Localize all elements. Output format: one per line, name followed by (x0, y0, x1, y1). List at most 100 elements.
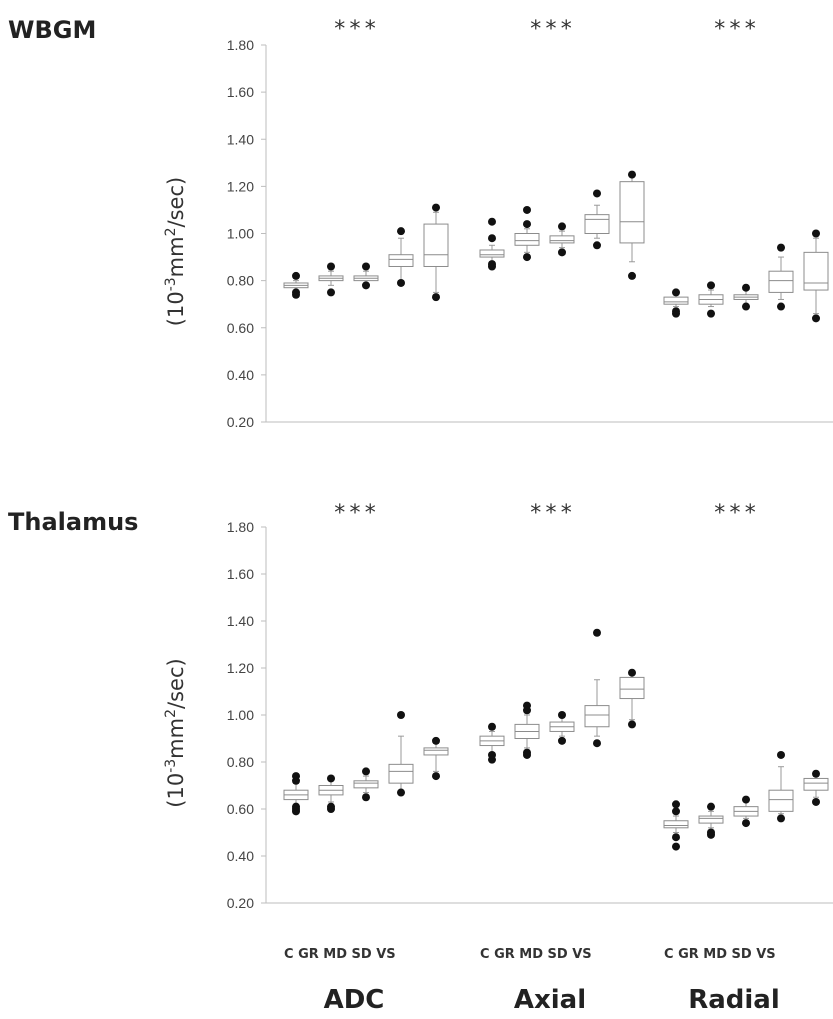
box-Axial-MD (549, 222, 575, 257)
box-ADC-SD (388, 227, 414, 287)
box-ADC-SD (388, 711, 414, 797)
outlier-point (523, 253, 531, 262)
outlier-point (558, 711, 566, 719)
chart-panel-1: Thalamus 0.20 0.40 0.60 0.80 1.00 1.20 1.40 1.60… (8, 501, 833, 1015)
outlier-point (523, 748, 531, 757)
outlier-point (593, 628, 601, 637)
outlier-point (672, 842, 680, 851)
outlier-point (488, 750, 496, 759)
outlier-point (362, 767, 370, 776)
outlier-point (707, 281, 715, 290)
significance-marker: *** (333, 501, 379, 526)
box-Radial-VS (803, 229, 829, 323)
box-body (549, 235, 575, 244)
outlier-point (292, 288, 300, 297)
y-tick-label: 1.80 (227, 37, 254, 53)
y-axis-label: (10-3mm2/sec) (163, 658, 188, 807)
y-tick-label: 1.20 (227, 178, 254, 194)
outlier-point (672, 288, 680, 297)
outlier-point (488, 260, 496, 269)
outlier-point (523, 220, 531, 229)
outlier-point (628, 720, 636, 729)
box-body (388, 254, 414, 267)
box-Radial-C (663, 800, 689, 851)
box-body (619, 676, 645, 700)
box-ADC-MD (353, 262, 379, 290)
outlier-point (812, 797, 820, 806)
outlier-point (672, 307, 680, 316)
significance-marker: *** (529, 17, 575, 42)
y-tick-label: 0.20 (227, 895, 254, 911)
outlier-point (362, 793, 370, 802)
outlier-point (292, 271, 300, 280)
outlier-point (812, 229, 820, 238)
y-tick-label: 1.40 (227, 131, 254, 147)
x-measure-label: Radial (688, 985, 780, 1015)
box-Axial-VS (619, 170, 645, 280)
outlier-point (558, 248, 566, 257)
y-tick-label: 0.40 (227, 367, 254, 383)
box-Radial-GR (698, 281, 724, 318)
outlier-point (327, 802, 335, 811)
outlier-point (742, 819, 750, 828)
y-tick-label: 1.60 (227, 84, 254, 100)
box-body (423, 747, 449, 756)
outlier-point (362, 262, 370, 271)
box-body (803, 251, 829, 291)
outlier-point (672, 800, 680, 809)
outlier-point (777, 243, 785, 252)
box-body (663, 296, 689, 305)
outlier-point (707, 309, 715, 318)
box-Radial-SD (768, 750, 794, 823)
outlier-point (777, 814, 785, 823)
outlier-point (628, 170, 636, 179)
box-Radial-GR (698, 802, 724, 839)
outlier-point (628, 271, 636, 280)
significance-marker: *** (713, 501, 759, 526)
box-Axial-MD (549, 711, 575, 745)
x-group-labels: C GR MD SD VS (664, 947, 776, 962)
outlier-point (593, 739, 601, 748)
outlier-point (432, 736, 440, 745)
box-ADC-C (283, 271, 309, 299)
outlier-point (777, 302, 785, 311)
box-ADC-VS (423, 736, 449, 781)
x-measure-label: Axial (514, 985, 586, 1015)
outlier-point (742, 283, 750, 292)
panel-title: Thalamus (8, 508, 138, 536)
box-ADC-MD (353, 767, 379, 802)
box-body (514, 233, 540, 246)
box-body (768, 270, 794, 293)
x-measure-label: ADC (324, 985, 385, 1015)
box-body (584, 705, 610, 728)
outlier-point (432, 772, 440, 781)
outlier-point (628, 668, 636, 677)
outlier-point (523, 701, 531, 710)
box-body (388, 763, 414, 784)
outlier-point (362, 281, 370, 290)
box-body (479, 249, 505, 258)
outlier-point (327, 262, 335, 271)
box-Axial-GR (514, 701, 540, 759)
significance-marker: *** (713, 17, 759, 42)
outlier-point (593, 189, 601, 198)
outlier-point (397, 278, 405, 287)
y-tick-label: 1.00 (227, 707, 254, 723)
box-Radial-MD (733, 283, 759, 311)
y-tick-label: 1.80 (227, 519, 254, 535)
outlier-point (292, 802, 300, 811)
panel-title: WBGM (8, 16, 96, 44)
box-Radial-C (663, 288, 689, 318)
outlier-point (397, 227, 405, 236)
box-ADC-GR (318, 262, 344, 297)
outlier-point (742, 795, 750, 804)
outlier-point (593, 241, 601, 250)
box-Axial-SD (584, 628, 610, 748)
box-Axial-C (479, 722, 505, 764)
outlier-point (812, 769, 820, 778)
box-body (698, 815, 724, 824)
outlier-point (812, 314, 820, 323)
box-ADC-C (283, 772, 309, 816)
box-body (803, 777, 829, 791)
